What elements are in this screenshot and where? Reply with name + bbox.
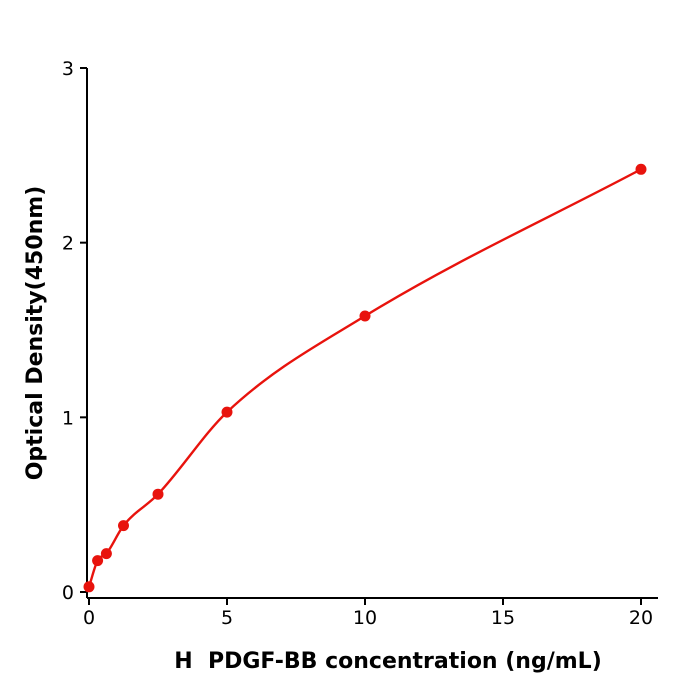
y-tick-label: 1 (62, 407, 74, 429)
y-axis-label: Optical Density(450nm) (23, 186, 48, 481)
x-axis-label: H PDGF-BB concentration (ng/mL) (174, 649, 602, 674)
fit-curve (87, 168, 642, 588)
plot-area: 0 5 10 15 20 0 1 2 3 (62, 58, 658, 629)
data-point (92, 555, 104, 567)
x-tick-label: 0 (83, 607, 95, 629)
x-tick-label: 20 (629, 607, 653, 629)
data-point (83, 581, 95, 593)
y-tick-label: 0 (62, 582, 74, 604)
data-point (221, 406, 233, 418)
y-tick-label: 3 (62, 58, 74, 80)
y-tick-label: 2 (62, 233, 74, 255)
data-point (635, 163, 647, 175)
x-tick-label: 10 (353, 607, 377, 629)
x-tick-label: 5 (221, 607, 233, 629)
data-point (152, 488, 164, 500)
data-point (100, 548, 112, 560)
x-tick-label: 15 (491, 607, 515, 629)
data-point (118, 520, 129, 532)
data-point (359, 310, 371, 322)
